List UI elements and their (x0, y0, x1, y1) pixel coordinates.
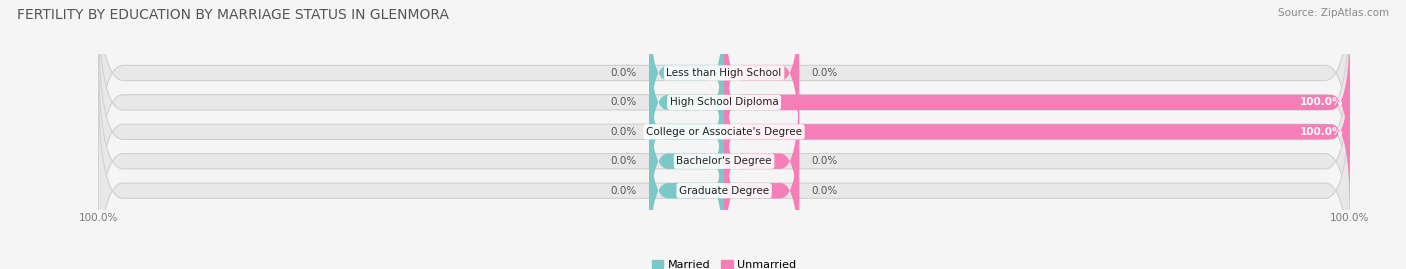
Text: 100.0%: 100.0% (1301, 97, 1344, 107)
Text: 0.0%: 0.0% (811, 186, 838, 196)
FancyBboxPatch shape (650, 51, 724, 213)
FancyBboxPatch shape (98, 81, 1350, 269)
Text: Less than High School: Less than High School (666, 68, 782, 78)
Text: 0.0%: 0.0% (610, 156, 637, 166)
FancyBboxPatch shape (98, 22, 1350, 242)
Text: Source: ZipAtlas.com: Source: ZipAtlas.com (1278, 8, 1389, 18)
Legend: Married, Unmarried: Married, Unmarried (648, 256, 800, 269)
FancyBboxPatch shape (650, 110, 724, 269)
Text: FERTILITY BY EDUCATION BY MARRIAGE STATUS IN GLENMORA: FERTILITY BY EDUCATION BY MARRIAGE STATU… (17, 8, 449, 22)
Text: 100.0%: 100.0% (1301, 127, 1344, 137)
FancyBboxPatch shape (724, 81, 799, 242)
Text: High School Diploma: High School Diploma (669, 97, 779, 107)
FancyBboxPatch shape (98, 51, 1350, 269)
Text: 0.0%: 0.0% (610, 97, 637, 107)
Text: 0.0%: 0.0% (610, 186, 637, 196)
Text: 0.0%: 0.0% (811, 68, 838, 78)
FancyBboxPatch shape (650, 0, 724, 154)
Text: College or Associate's Degree: College or Associate's Degree (647, 127, 801, 137)
Text: 0.0%: 0.0% (811, 156, 838, 166)
FancyBboxPatch shape (724, 22, 1350, 183)
FancyBboxPatch shape (724, 51, 1350, 213)
Text: Bachelor's Degree: Bachelor's Degree (676, 156, 772, 166)
FancyBboxPatch shape (650, 22, 724, 183)
FancyBboxPatch shape (724, 110, 799, 269)
FancyBboxPatch shape (98, 0, 1350, 183)
FancyBboxPatch shape (650, 81, 724, 242)
Text: 0.0%: 0.0% (610, 127, 637, 137)
FancyBboxPatch shape (98, 0, 1350, 213)
Text: Graduate Degree: Graduate Degree (679, 186, 769, 196)
FancyBboxPatch shape (724, 0, 799, 154)
Text: 0.0%: 0.0% (610, 68, 637, 78)
